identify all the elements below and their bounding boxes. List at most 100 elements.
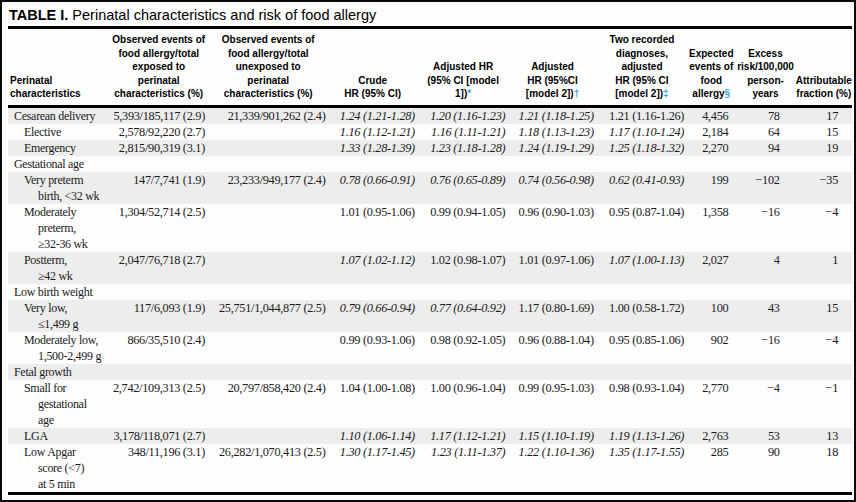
cell-crude: 1.07 (1.02-1.12) [327, 252, 417, 284]
cell-unexposed: 20,797/858,420 (2.4) [209, 380, 328, 428]
data-row: Very preterm birth, <32 wk147/7,741 (1.9… [8, 172, 852, 204]
column-header-label: Perinatal characteristics [10, 75, 81, 100]
row-label: Small for gestational age [8, 380, 108, 428]
cell-adj1: 1.02 (0.98-1.07) [418, 252, 508, 284]
cell-excess: 94 [735, 140, 795, 156]
table-header: Perinatal characteristics Observed events… [8, 28, 852, 107]
cell-adj2: 0.99 (0.95-1.03) [508, 380, 596, 428]
cell-crude: 1.10 (1.06-1.14) [327, 428, 417, 444]
row-label: Elective [8, 124, 108, 140]
cell-adj2: 0.96 (0.88-1.04) [508, 332, 596, 364]
cell-two: 0.98 (0.93-1.04) [597, 380, 687, 428]
cell-two: 1.00 (0.58-1.72) [597, 300, 687, 332]
cell-adj1: 1.23 (1.11-1.37) [418, 444, 508, 494]
cell-two: 0.62 (0.41-0.93) [597, 172, 687, 204]
cell-unexposed [209, 252, 328, 284]
row-label: Very preterm birth, <32 wk [8, 172, 108, 204]
cell-adj2: 0.74 (0.56-0.98) [508, 172, 596, 204]
section-row: Low birth weight [8, 284, 852, 300]
column-header-label: Observed events of food allergy/total ex… [112, 34, 205, 99]
cell-crude: 0.99 (0.93-1.06) [327, 332, 417, 364]
cell-fraction: 19 [796, 140, 852, 156]
column-header-expected: Expected events of food allergy§ [687, 28, 735, 107]
data-row: Moderately low, 1,500-2,499 g866/35,510 … [8, 332, 852, 364]
cell-two: 1.35 (1.17-1.55) [597, 444, 687, 494]
column-header-label: Attributable fraction (%) [796, 75, 852, 100]
cell-expected: 285 [687, 444, 735, 494]
paper-table-screenshot: TABLE I. Perinatal characteristics and r… [0, 0, 856, 502]
column-header-exposed: Observed events of food allergy/total ex… [108, 28, 208, 107]
cell-adj1: 1.16 (1.11-1.21) [418, 124, 508, 140]
cell-fraction: −4 [796, 204, 852, 252]
table-title-text: Perinatal characteristics and risk of fo… [68, 7, 376, 23]
cell-crude: 1.16 (1.12-1.21) [327, 124, 417, 140]
cell-excess: 43 [735, 300, 795, 332]
cell-unexposed [209, 428, 328, 444]
data-row: Elective2,578/92,220 (2.7) 1.16 (1.12-1.2… [8, 124, 852, 140]
cell-adj1: 1.17 (1.12-1.21) [418, 428, 508, 444]
data-row: Moderately preterm, ≥32-36 wk1,304/52,71… [8, 204, 852, 252]
table-body: Cesarean delivery5,393/185,117 (2.9)21,3… [8, 106, 852, 493]
cell-exposed: 5,393/185,117 (2.9) [108, 106, 208, 124]
cell-adj1: 0.98 (0.92-1.05) [418, 332, 508, 364]
data-row: LGA3,178/118,071 (2.7)1.10 (1.06-1.14)1.… [8, 428, 852, 444]
cell-unexposed: 26,282/1,070,413 (2.5) [209, 444, 328, 494]
cell-two: 1.25 (1.18-1.32) [597, 140, 687, 156]
cell-expected: 2,763 [687, 428, 735, 444]
cell-expected: 4,456 [687, 106, 735, 124]
footnote-mark: † [574, 88, 580, 99]
column-header-adj1: Adjusted HR (95% CI [model 1])* [418, 28, 508, 107]
cell-two: 0.95 (0.85-1.06) [597, 332, 687, 364]
cell-crude: 1.30 (1.17-1.45) [327, 444, 417, 494]
cell-crude: 1.04 (1.00-1.08) [327, 380, 417, 428]
perinatal-characteristics-table: Perinatal characteristics Observed events… [8, 26, 852, 495]
row-label: Cesarean delivery [8, 106, 108, 124]
cell-fraction: 18 [796, 444, 852, 494]
cell-fraction: 15 [796, 124, 852, 140]
cell-expected: 199 [687, 172, 735, 204]
cell-exposed: 2,815/90,319 (3.1) [108, 140, 208, 156]
cell-adj2: 1.21 (1.18-1.25) [508, 106, 596, 124]
cell-adj2: 0.96 (0.90-1.03) [508, 204, 596, 252]
cell-excess: 90 [735, 444, 795, 494]
cell-excess: 64 [735, 124, 795, 140]
cell-adj2: 1.15 (1.10-1.19) [508, 428, 596, 444]
data-row: Very low, ≤1,499 g117/6,093 (1.9)25,751/… [8, 300, 852, 332]
column-header-label: Excess risk/100,000 person- years [737, 48, 794, 100]
cell-exposed: 147/7,741 (1.9) [108, 172, 208, 204]
cell-exposed: 2,578/92,220 (2.7) [108, 124, 208, 140]
cell-crude: 0.79 (0.66-0.94) [327, 300, 417, 332]
cell-adj1: 1.00 (0.96-1.04) [418, 380, 508, 428]
row-label: LGA [8, 428, 108, 444]
data-row: Low Apgar score (<7) at 5 min348/11,196 … [8, 444, 852, 494]
cell-exposed: 117/6,093 (1.9) [108, 300, 208, 332]
data-row: Emergency2,815/90,319 (3.1)1.33 (1.28-1.… [8, 140, 852, 156]
row-label: Moderately low, 1,500-2,499 g [8, 332, 108, 364]
row-label: Gestational age [8, 156, 852, 172]
cell-expected: 2,184 [687, 124, 735, 140]
column-header-label: Adjusted HR (95%CI [model 2]) [526, 61, 578, 99]
cell-expected: 100 [687, 300, 735, 332]
cell-unexposed: 21,339/901,262 (2.4) [209, 106, 328, 124]
cell-crude: 1.33 (1.28-1.39) [327, 140, 417, 156]
cell-excess: 4 [735, 252, 795, 284]
cell-unexposed [209, 204, 328, 252]
section-row: Fetal growth [8, 364, 852, 380]
row-label: Fetal growth [8, 364, 852, 380]
data-row: Postterm, ≥42 wk2,047/76,718 (2.7)1.07 (… [8, 252, 852, 284]
cell-unexposed: 25,751/1,044,877 (2.5) [209, 300, 328, 332]
cell-crude: 0.78 (0.66-0.91) [327, 172, 417, 204]
cell-excess: −16 [735, 204, 795, 252]
section-row: Gestational age [8, 156, 852, 172]
cell-excess: 53 [735, 428, 795, 444]
row-label: Postterm, ≥42 wk [8, 252, 108, 284]
cell-exposed: 348/11,196 (3.1) [108, 444, 208, 494]
cell-excess: −102 [735, 172, 795, 204]
cell-expected: 2,027 [687, 252, 735, 284]
cell-adj2: 1.24 (1.19-1.29) [508, 140, 596, 156]
cell-fraction: −1 [796, 380, 852, 428]
table-title-prefix: TABLE I. [9, 7, 68, 23]
cell-excess: −4 [735, 380, 795, 428]
column-header-label: Observed events of food allergy/total un… [222, 34, 315, 99]
cell-adj1: 1.23 (1.18-1.28) [418, 140, 508, 156]
